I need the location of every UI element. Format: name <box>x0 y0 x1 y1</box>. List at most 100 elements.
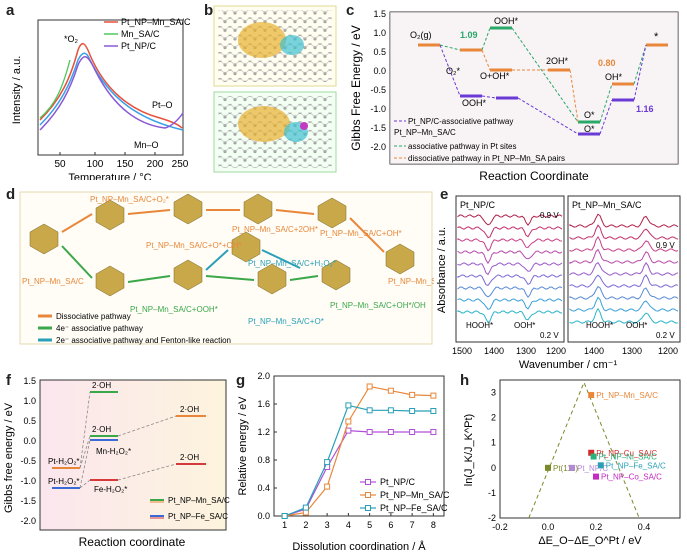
c-state-2oh: 2OH* <box>546 56 569 66</box>
e-xtick: 1300 <box>516 346 536 356</box>
e-spectrum-right <box>569 248 679 264</box>
e-v09: 0.9 V <box>540 211 559 220</box>
f-ytick: 0.0 <box>23 436 36 446</box>
c-ytick: 1.5 <box>373 9 386 19</box>
a-xtick: 250 <box>172 159 189 170</box>
f-ytick: 1.5 <box>23 376 36 386</box>
a-xlabel: Temperature / °C <box>68 172 151 180</box>
g-legend-label: Pt_NP–Fe_SA/C <box>380 503 448 513</box>
h-point <box>590 453 597 460</box>
a-legend-pt: Pt_NP/C <box>121 41 157 51</box>
h-point-label: Pt_NP–Mn_SA/C <box>596 391 658 400</box>
e-right-title: Pt_NP–Mn_SA/C <box>572 200 642 210</box>
panel-c-label: c <box>346 2 355 19</box>
e-spectrum-left <box>457 298 563 310</box>
a-xtick: 150 <box>117 159 134 170</box>
g-ytick: 1.6 <box>257 399 270 409</box>
c-ytick: 0.0 <box>373 66 386 76</box>
c-state-ooh-top: OOH* <box>494 16 519 26</box>
c-state-os2: O* <box>584 124 595 134</box>
h-ytick: 2 <box>491 413 496 423</box>
panel-g-chart: 1 2 3 4 5 6 7 8 0.0 0.4 0.8 1.2 1.6 2.0 Dissolution c… <box>237 372 450 553</box>
e-xtick: 1500 <box>452 346 472 356</box>
e-spectrum-left <box>457 237 563 252</box>
a-annot-o2: *O₂ <box>64 34 79 44</box>
f-state-oh3: 2·OH <box>180 405 199 414</box>
panel-d-schematic: Pt_NP–Mn_SA/C+O₂* Pt_NP–Mn_SA/C+O*+OH* P… <box>19 191 434 345</box>
c-ytick: -0.5 <box>370 85 386 95</box>
g-point <box>345 427 352 434</box>
e-spectrum-right <box>569 307 679 324</box>
h-point-label: Pt(111) <box>553 464 578 473</box>
f-state-oh4: 2·OH <box>180 453 199 462</box>
e-v02: 0.2 V <box>540 331 559 340</box>
h-point-label: Pt_NP–Fe_SA/C <box>606 461 666 470</box>
e-xlabel: Wavenumber / cm⁻¹ <box>519 359 618 370</box>
h-ylabel: ln(J_K/J_K^Pt) <box>463 414 475 486</box>
e-xtick: 1400 <box>584 346 604 356</box>
g-point <box>387 429 394 435</box>
g-legend-marker <box>365 479 371 485</box>
e-xtick: 1200 <box>658 346 678 356</box>
c-state-ooh: O+OH* <box>480 71 510 81</box>
g-legend-marker <box>365 492 371 498</box>
g-point <box>324 483 331 490</box>
c-ytick: -1.5 <box>370 123 386 133</box>
g-xlabel: Dissolution coordination / Å <box>292 540 426 553</box>
d-state: Pt_NP–Mn_SA/C <box>22 277 84 286</box>
h-ytick: -1 <box>488 488 496 498</box>
f-state-ptfe: Pt-H₂O₂* <box>48 477 80 486</box>
c-xlabel: Reaction Coordinate <box>479 169 589 183</box>
d-state: Pt_NP–Mn_SA/C+O* <box>248 317 324 326</box>
f-ytick: -1.0 <box>20 476 36 486</box>
g-point <box>430 429 437 435</box>
g-xtick: 6 <box>388 520 393 530</box>
e-hoohr: HOOH* <box>586 321 613 330</box>
g-point <box>366 429 373 435</box>
a-ylabel: Intensity / a.u. <box>11 56 23 124</box>
e-ooh: OOH* <box>514 321 535 330</box>
c-ytick: -1.0 <box>370 104 386 114</box>
f-state-ptmn: Pt-H₂O₂* <box>48 457 80 466</box>
panel-e-label: e <box>440 186 449 203</box>
f-state-mn: Mn-H₂O₂* <box>96 447 131 456</box>
c-ytick: 0.5 <box>373 47 386 57</box>
g-ylabel: Relative energy / eV <box>237 396 249 496</box>
f-ytick: 1.0 <box>23 396 36 406</box>
g-ytick: 0.8 <box>257 455 270 465</box>
g-point <box>409 391 416 398</box>
a-annot-mno: Mn–O <box>134 140 159 150</box>
g-xtick: 8 <box>431 520 436 530</box>
a-xtick: 50 <box>54 159 66 170</box>
g-xtick: 5 <box>367 520 372 530</box>
d-state: Pt_NP–Mn_SA/C+OOH* <box>130 305 218 314</box>
e-v02r: 0.2 V <box>656 331 675 340</box>
g-point <box>281 513 288 519</box>
g-legend-label: Pt_NP/C <box>380 477 416 487</box>
panel-d-label: d <box>6 186 16 203</box>
d-legend-2e: 2e⁻ associative pathway and Fenton-like … <box>56 336 231 345</box>
e-v09r: 0.9 V <box>656 241 675 250</box>
e-spectrum-right <box>569 262 679 276</box>
d-legend-4e: 4e⁻ associative pathway <box>56 324 143 333</box>
e-spectrum-right <box>569 285 679 300</box>
h-point <box>588 449 595 456</box>
e-xtick: 1400 <box>484 346 504 356</box>
c-legend-3: associative pathway in Pt sites <box>408 142 517 151</box>
e-xtick: 1300 <box>622 346 642 356</box>
e-left-title: Pt_NP/C <box>460 200 496 210</box>
g-point <box>302 504 309 511</box>
g-point <box>324 459 331 466</box>
a-xtick: 200 <box>147 159 164 170</box>
h-point-label: Pt_NP/C <box>577 464 608 473</box>
e-spectrum-left <box>457 214 563 227</box>
h-point-label: Pt_NP–Co_SA/C <box>601 473 662 482</box>
d-legend-dis: Dissociative pathway <box>56 312 131 321</box>
g-xtick: 7 <box>410 520 415 530</box>
panel-e-plot: Pt_NP/C Pt_NP–Mn_SA/C 0.9 V 0.2 V 0.9 V … <box>436 195 681 370</box>
f-ytick: -2.0 <box>20 516 36 526</box>
g-series-line <box>284 429 434 517</box>
e-ylabel: Absorbance / a.u. <box>436 227 448 313</box>
h-point <box>597 462 604 469</box>
e-hooh: HOOH* <box>466 321 493 330</box>
